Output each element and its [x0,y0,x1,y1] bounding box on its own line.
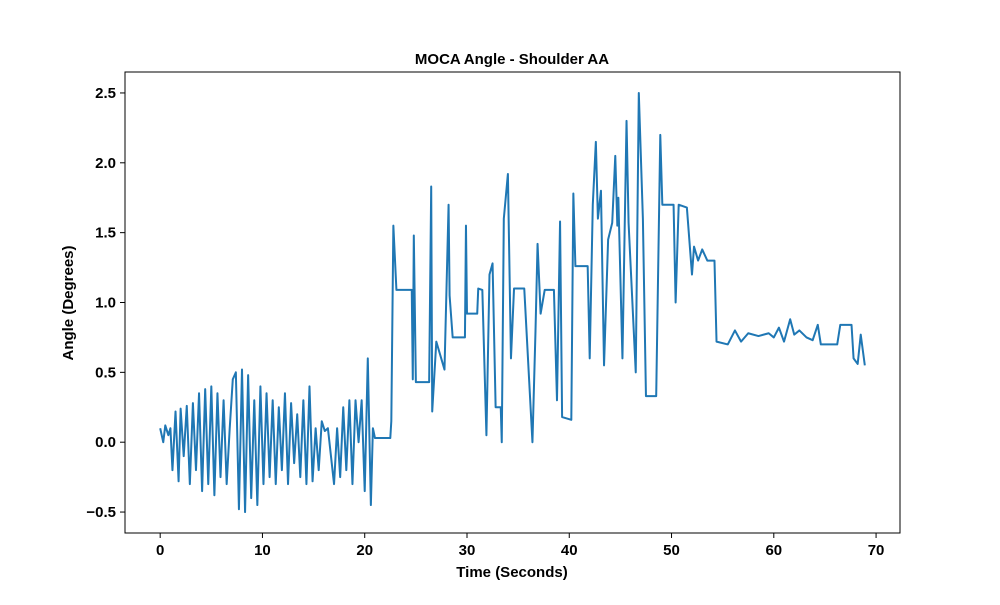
x-tick-label: 0 [156,542,164,559]
x-tick-label: 20 [356,542,373,559]
plot-frame [124,71,901,534]
y-tick-label: 0.0 [95,434,116,451]
x-tick-label: 40 [561,542,578,559]
y-tick-label: 0.5 [95,364,116,381]
y-axis-label: Angle (Degrees) [60,245,77,360]
y-tick-label: 1.0 [95,295,116,312]
x-axis-label: Time (Seconds) [456,564,567,581]
x-tick-label: 50 [663,542,680,559]
x-tick-label: 30 [459,542,476,559]
data-line [159,91,866,514]
chart-title: MOCA Angle - Shoulder AA [415,51,609,68]
x-tick-label: 10 [254,542,271,559]
x-tick-label: 70 [868,542,885,559]
y-tick-label: 1.5 [95,225,116,242]
y-tick-label: 2.0 [95,155,116,172]
y-tick-label: 2.5 [95,85,116,102]
y-tick-label: −0.5 [86,504,116,521]
x-tick-label: 60 [765,542,782,559]
